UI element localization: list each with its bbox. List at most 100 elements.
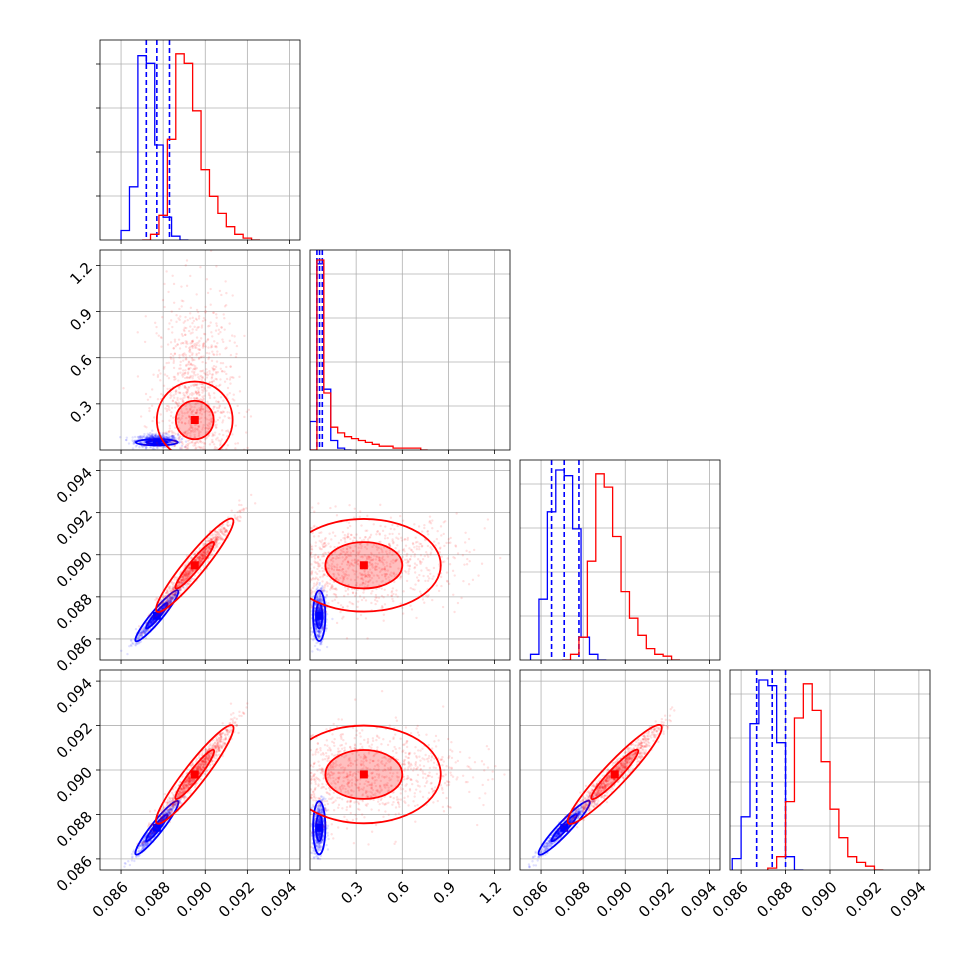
scatter-point [321,628,324,631]
scatter-point [198,547,201,550]
scatter-point [203,554,206,557]
scatter-point [204,318,207,322]
scatter-point [369,533,373,537]
scatter-point [179,588,183,591]
scatter-point [318,620,321,623]
scatter-point [189,350,192,354]
scatter-point [195,367,199,370]
scatter-point [143,632,147,635]
scatter-point [200,386,204,389]
scatter-point [148,433,152,437]
scatter-point [193,442,196,445]
scatter-point [219,442,222,445]
scatter-point [420,569,423,572]
scatter-point [191,339,195,342]
scatter-point [192,568,196,572]
scatter-point [180,285,183,288]
scatter-point [185,326,188,330]
scatter-point [413,571,417,574]
scatter-point [163,436,167,440]
scatter-point [164,604,167,607]
scatter-point [202,344,205,348]
scatter-point [384,534,387,537]
scatter-point [162,601,165,604]
scatter-point [310,527,313,530]
scatter-point [173,444,176,447]
scatter-point [184,572,188,575]
scatter-point [167,593,170,596]
scatter-point [134,445,138,448]
scatter-point [440,575,443,579]
scatter-point [198,562,202,565]
scatter-point [204,547,208,551]
scatter-point [445,579,449,583]
scatter-point [168,595,171,598]
scatter-point [314,541,318,544]
scatter-point [216,350,219,353]
scatter-point [374,593,378,597]
scatter-point [187,360,191,363]
scatter-point [143,425,146,428]
scatter-point [149,395,152,399]
scatter-point [193,346,197,349]
scatter-point [204,345,207,348]
scatter-point [212,352,215,356]
scatter-point [193,397,197,400]
scatter-point [181,577,185,580]
scatter-point [152,416,156,419]
scatter-point [179,315,182,318]
scatter-point [183,376,187,380]
scatter-point [186,584,189,588]
scatter-point [194,559,198,562]
scatter-point [187,367,190,370]
scatter-point [319,596,322,599]
scatter-point [207,356,211,359]
scatter-point [321,625,325,628]
scatter-point [142,441,145,444]
scatter-point [402,612,405,615]
scatter-point [141,629,145,633]
scatter-point [149,620,153,624]
scatter-point [210,345,214,349]
scatter-point [211,335,214,338]
scatter-point [222,526,226,530]
scatter-point [315,597,318,600]
scatter-point [143,632,146,635]
scatter-point [141,632,144,635]
scatter-point [195,402,198,405]
scatter-point [155,436,159,439]
scatter-point [314,627,317,631]
scatter-point [323,541,327,545]
scatter-point [149,621,152,624]
scatter-point [325,590,329,593]
scatter-point [228,339,231,343]
scatter-point [207,547,211,550]
scatter-point [139,436,142,439]
scatter-point [145,629,149,632]
scatter-point [310,606,313,609]
scatter-point [187,419,191,423]
scatter-point [240,503,243,507]
scatter-point [427,594,430,597]
scatter-point [144,630,148,633]
scatter-point [194,397,198,400]
scatter-point [170,597,173,600]
scatter-point [167,431,170,434]
scatter-point [375,533,378,536]
scatter-point [155,332,158,335]
scatter-point [180,582,184,585]
scatter-point [168,600,171,603]
scatter-point [166,598,169,602]
scatter-point [199,440,202,443]
scatter-point [181,575,185,579]
scatter-point [191,345,194,348]
scatter-point [189,568,192,572]
scatter-point [465,549,468,553]
scatter-point [322,589,326,592]
scatter-point [182,573,186,576]
scatter-point [317,608,320,611]
scatter-point [170,590,174,594]
scatter-point [175,442,178,445]
scatter-point [213,431,217,434]
scatter-point [201,557,204,561]
